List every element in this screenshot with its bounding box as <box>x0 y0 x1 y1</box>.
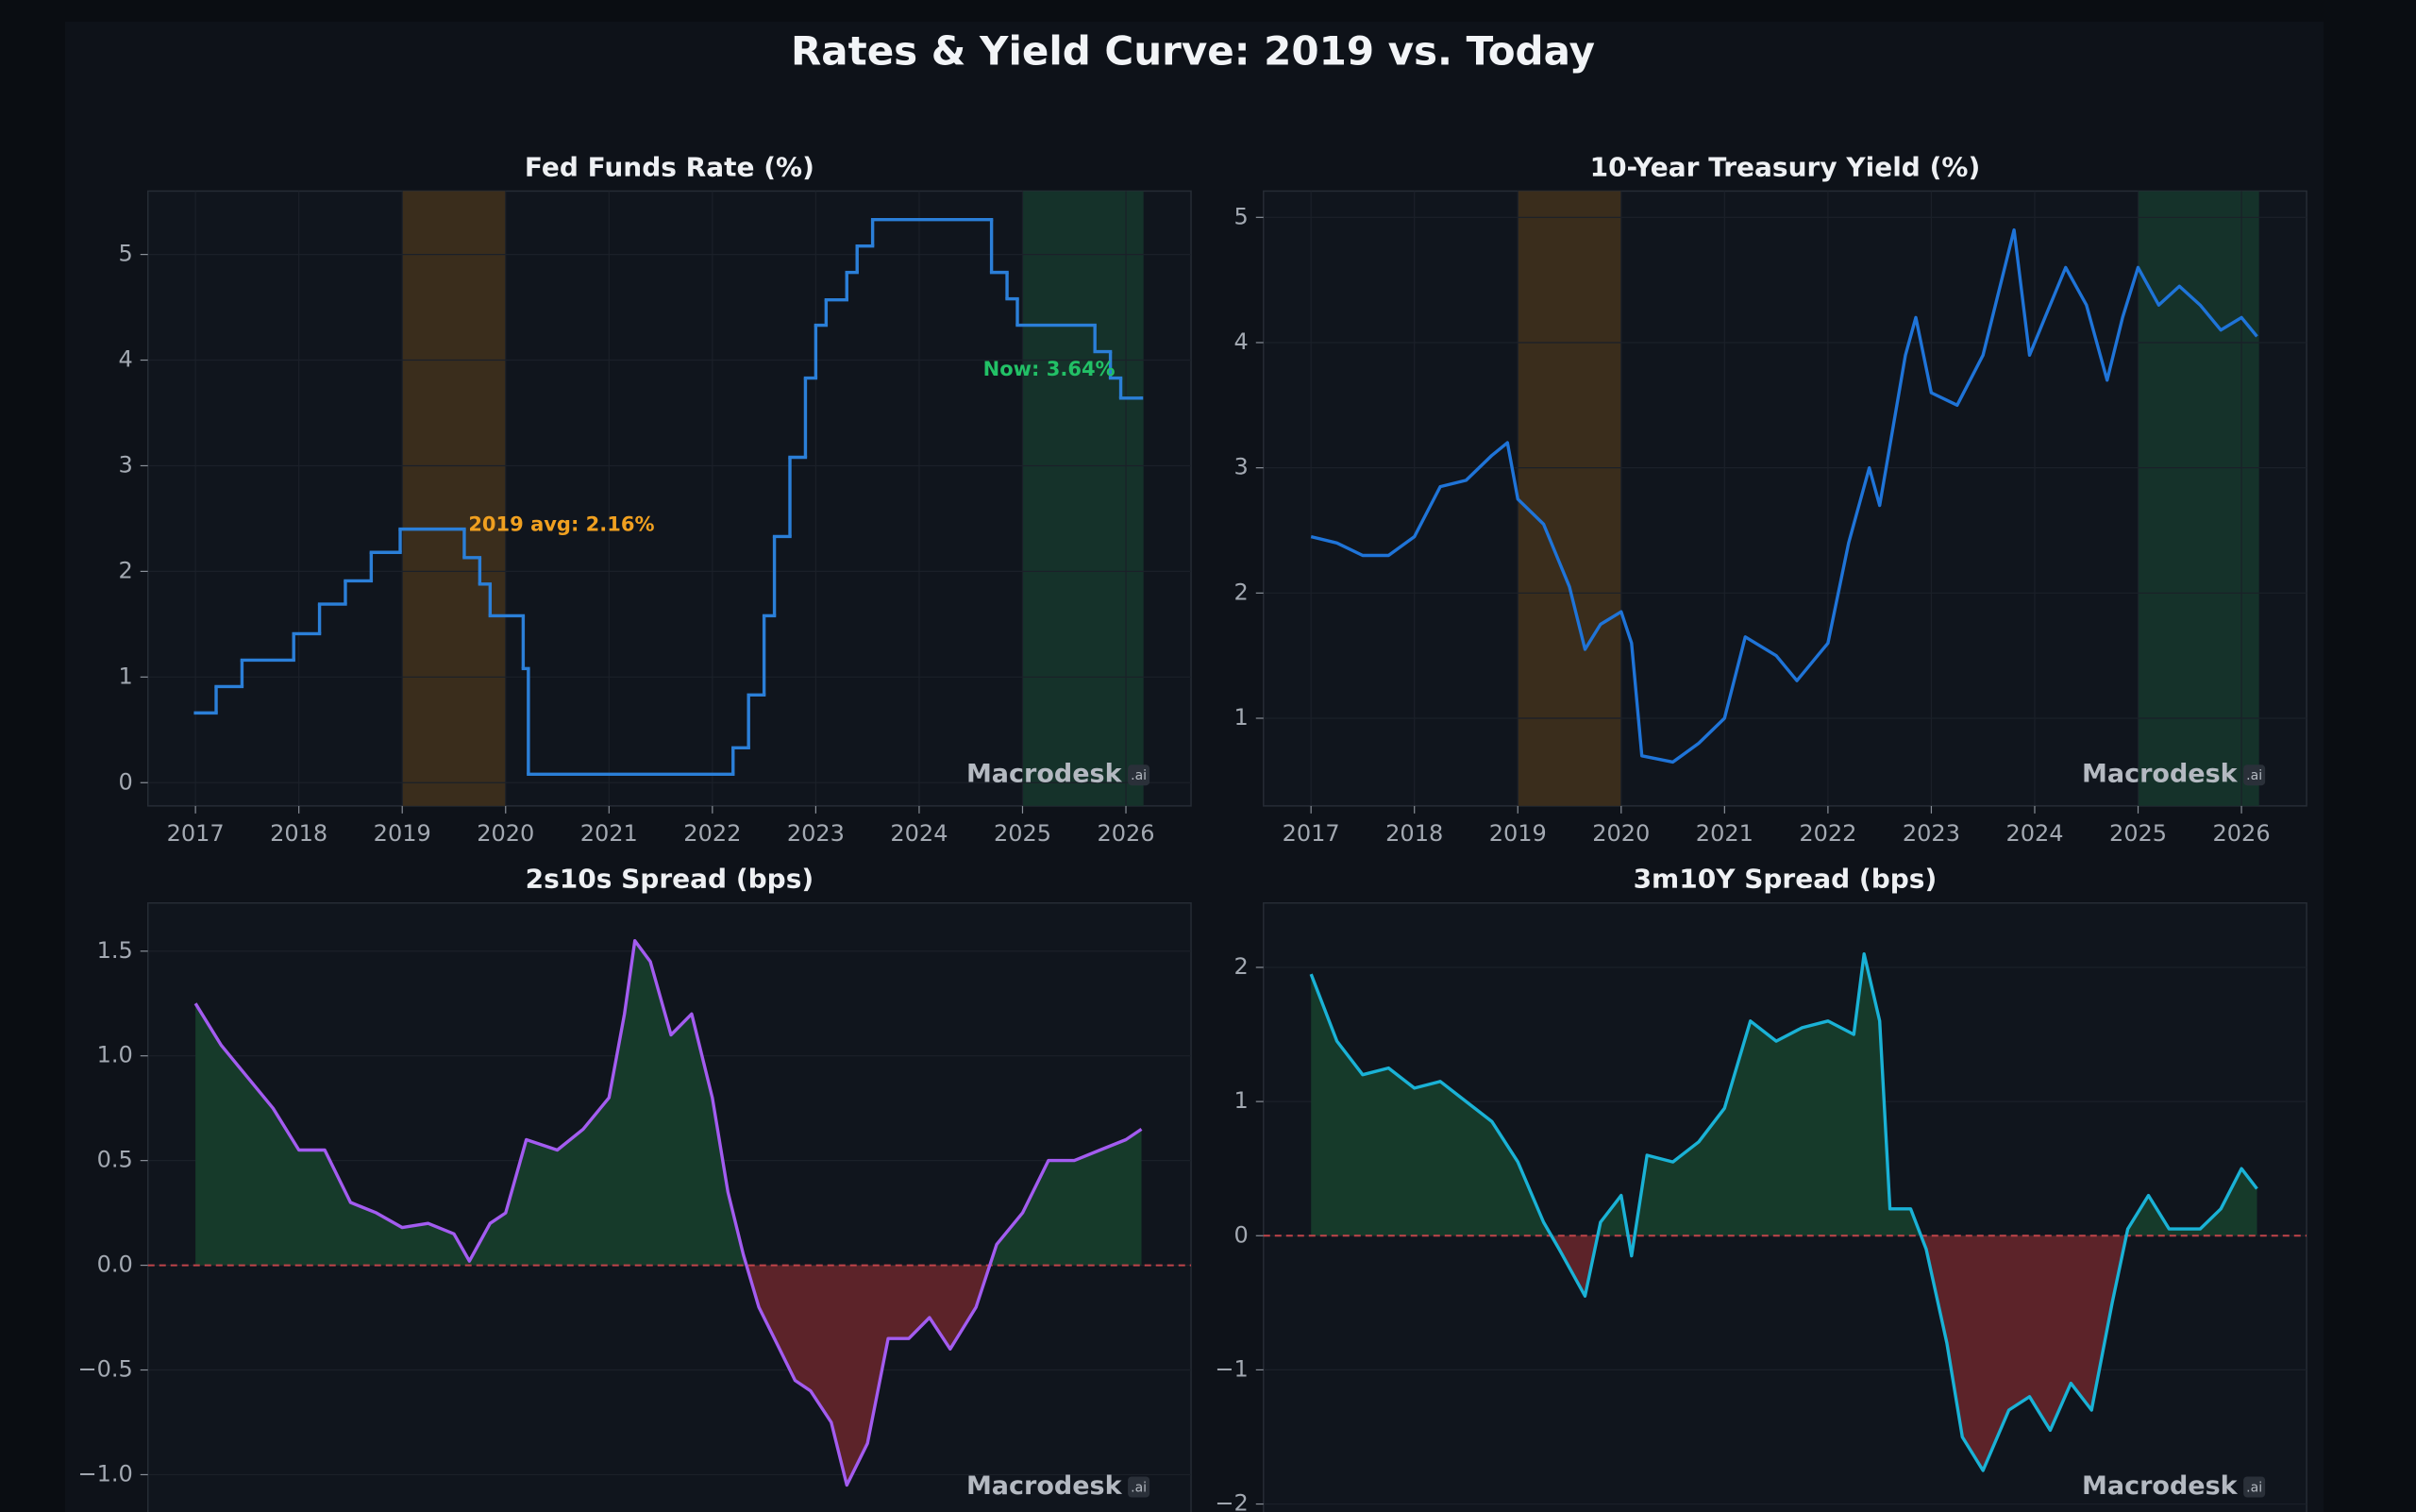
panel-title: 2s10s Spread (bps) <box>526 864 814 895</box>
x-tick-label: 2017 <box>167 820 225 847</box>
x-tick-label: 2017 <box>1283 820 1340 847</box>
highlight-band <box>402 191 506 806</box>
x-tick-label: 2025 <box>994 820 1051 847</box>
x-tick-label: 2026 <box>2213 820 2271 847</box>
y-tick-label: 0.0 <box>97 1252 133 1278</box>
highlight-band <box>1518 191 1621 806</box>
panel-title: Fed Funds Rate (%) <box>525 151 814 182</box>
watermark-badge <box>2243 764 2266 786</box>
area-negative <box>195 1265 1142 1486</box>
y-tick-label: 1.5 <box>97 937 133 964</box>
watermark: Macrodesk <box>2082 1471 2239 1501</box>
x-tick-label: 2018 <box>270 820 327 847</box>
x-tick-label: 2024 <box>890 820 948 847</box>
plot-area <box>1263 191 2307 806</box>
y-tick-label: 5 <box>1233 203 1248 229</box>
y-tick-label: 0 <box>118 768 132 795</box>
x-tick-label: 2025 <box>2109 820 2167 847</box>
watermark: Macrodesk <box>966 760 1123 789</box>
x-tick-label: 2020 <box>1592 820 1650 847</box>
watermark-badge <box>1128 1476 1150 1498</box>
y-tick-label: 4 <box>118 346 132 373</box>
y-tick-label: 3 <box>118 451 132 478</box>
series-line <box>1309 952 2258 1472</box>
axes-background <box>1263 190 2307 807</box>
y-tick-label: −1 <box>1215 1355 1248 1382</box>
highlight-band <box>2138 191 2259 806</box>
y-tick-label: 2 <box>118 557 132 583</box>
y-tick-label: 1 <box>118 663 132 689</box>
y-tick-label: 2 <box>1233 953 1248 980</box>
figure-title: Rates & Yield Curve: 2019 vs. Today <box>791 28 1595 75</box>
watermark-suffix: .ai <box>2246 1481 2262 1496</box>
y-tick-label: 1 <box>1233 704 1248 731</box>
x-tick-label: 2021 <box>1696 820 1753 847</box>
plot-area <box>1263 952 2307 1505</box>
watermark-badge <box>2243 1476 2266 1498</box>
x-tick-label: 2022 <box>683 820 741 847</box>
annotation: 2019 avg: 2.16% <box>468 513 654 536</box>
series-line <box>1310 227 2258 764</box>
x-tick-label: 2020 <box>477 820 534 847</box>
plot-area <box>147 191 1192 806</box>
panel-title: 10-Year Treasury Yield (%) <box>1590 151 1981 182</box>
y-tick-label: 1.0 <box>97 1042 133 1068</box>
x-tick-label: 2026 <box>1097 820 1154 847</box>
x-tick-label: 2023 <box>787 820 845 847</box>
y-tick-label: 0 <box>1233 1221 1248 1248</box>
panel: 10-Year Treasury Yield (%) 1 2 3 4 5 2017 2018 2… <box>1233 151 2307 847</box>
y-tick-label: 3 <box>1233 454 1248 480</box>
watermark-suffix: .ai <box>1131 768 1147 783</box>
panel-title: 3m10Y Spread (bps) <box>1634 864 1938 895</box>
y-tick-label: 4 <box>1233 328 1248 355</box>
y-tick-label: −1.0 <box>77 1460 132 1487</box>
axes-background <box>146 190 1192 807</box>
x-tick-label: 2022 <box>1799 820 1856 847</box>
y-tick-label: −0.5 <box>77 1356 132 1383</box>
panel: 3m10Y Spread (bps) 2 1 0 −1 −2 Macrodesk .ai <box>1215 864 2307 1512</box>
panel: 2s10s Spread (bps) 1.5 1.0 0.5 0.0 −0.5 −1.0 Ma… <box>77 864 1192 1512</box>
watermark-suffix: .ai <box>1131 1481 1147 1496</box>
y-tick-label: 5 <box>118 241 132 267</box>
watermark: Macrodesk <box>2082 760 2239 789</box>
x-tick-label: 2023 <box>1903 820 1960 847</box>
series-line <box>193 939 1143 1487</box>
x-tick-label: 2019 <box>1489 820 1547 847</box>
y-tick-label: −2 <box>1215 1490 1248 1512</box>
area-negative <box>1551 1235 2127 1470</box>
y-tick-label: 1 <box>1233 1087 1248 1114</box>
x-tick-label: 2019 <box>374 820 431 847</box>
area-positive <box>1311 953 2257 1236</box>
annotation: Now: 3.64% <box>983 358 1116 380</box>
x-tick-label: 2021 <box>580 820 638 847</box>
x-tick-label: 2018 <box>1385 820 1443 847</box>
highlight-band <box>1022 191 1144 806</box>
plot-area <box>147 939 1192 1487</box>
panel: Fed Funds Rate (%) 0 1 2 3 4 5 2017 2018 2019 2020… <box>118 151 1192 847</box>
watermark-suffix: .ai <box>2246 768 2262 783</box>
watermark-badge <box>1128 764 1150 786</box>
y-tick-label: 0.5 <box>97 1147 133 1173</box>
area-positive <box>195 940 1142 1266</box>
watermark: Macrodesk <box>966 1471 1123 1501</box>
x-tick-label: 2024 <box>2005 820 2063 847</box>
y-tick-label: 2 <box>1233 579 1248 605</box>
